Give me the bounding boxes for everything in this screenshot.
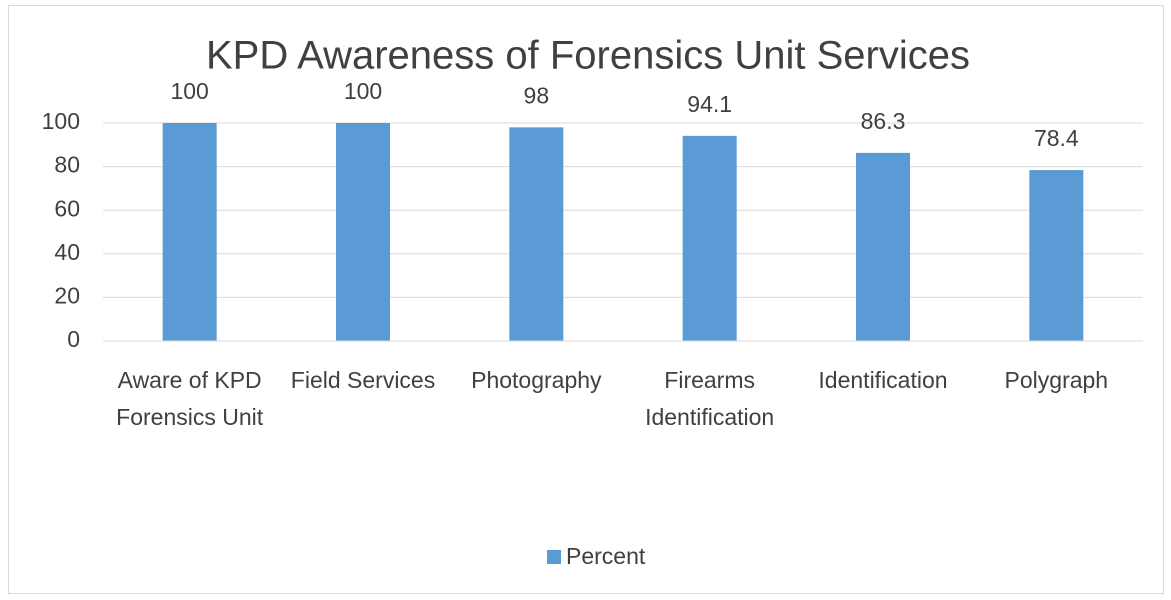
bar xyxy=(509,127,564,341)
value-label: 98 xyxy=(524,82,550,108)
bar xyxy=(682,135,737,341)
y-tick-label: 40 xyxy=(54,239,80,265)
x-tick-label-box: Polygraph xyxy=(1004,367,1109,393)
y-tick-label: 60 xyxy=(54,195,80,221)
value-label: 86.3 xyxy=(861,108,906,134)
bar xyxy=(1029,170,1084,341)
y-tick-label: 20 xyxy=(54,282,80,308)
x-tick-label-box: Photography xyxy=(471,367,602,393)
x-tick-label-box: Identification xyxy=(818,367,948,393)
value-label: 94.1 xyxy=(687,91,732,117)
bar xyxy=(336,123,390,341)
x-tick-label-box: Aware of KPD Forensics Unit xyxy=(116,367,264,430)
y-tick-label: 80 xyxy=(54,152,80,178)
x-tick-label: Identification xyxy=(818,367,948,393)
legend-label: Percent xyxy=(566,543,646,569)
x-tick-label: Aware of KPD Forensics Unit xyxy=(116,367,264,430)
y-tick-label: 0 xyxy=(67,326,80,352)
x-tick-label: Field Services xyxy=(290,367,436,393)
value-label: 100 xyxy=(170,78,208,104)
x-tick-label: Photography xyxy=(471,367,602,393)
x-tick-label-box: Field Services xyxy=(290,367,436,393)
bar xyxy=(856,152,910,341)
chart-title: KPD Awareness of Forensics Unit Services xyxy=(206,34,970,78)
x-tick-label-box: Firearms Identification xyxy=(645,367,775,430)
x-tick-label: Firearms Identification xyxy=(645,367,775,430)
x-tick-label: Polygraph xyxy=(1004,367,1109,393)
legend-swatch xyxy=(547,550,561,564)
value-label: 100 xyxy=(344,78,382,104)
bar xyxy=(162,123,217,341)
value-label: 78.4 xyxy=(1034,125,1079,151)
y-tick-label: 100 xyxy=(42,108,80,134)
